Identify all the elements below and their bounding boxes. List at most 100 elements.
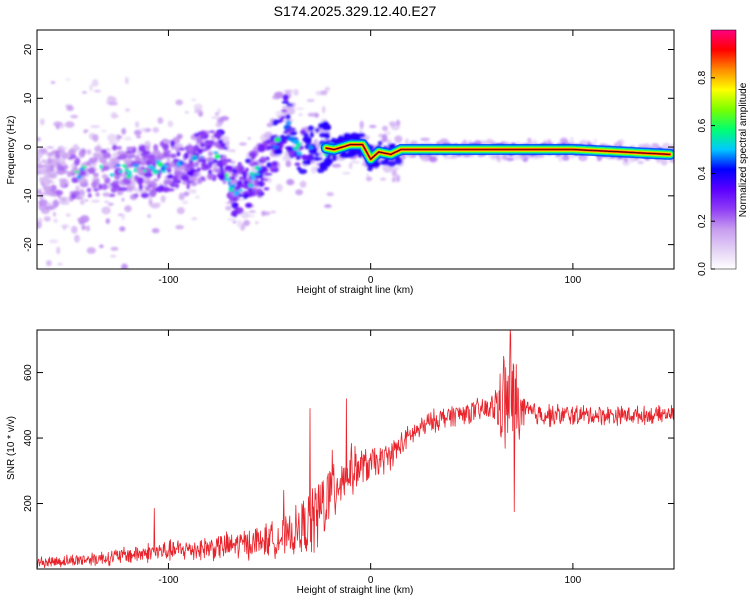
spectrogram-x-tick-label: 100 (565, 275, 582, 286)
spectrogram-hotspot (157, 162, 164, 167)
spectrogram-hotspot (77, 174, 82, 180)
spectrogram-body-blob (126, 150, 133, 154)
spectrogram-hotspot (296, 151, 302, 156)
spectrogram-halo-blob (84, 199, 89, 202)
spectrogram-y-tick-label: 10 (23, 92, 34, 104)
spectrogram-body-blob (281, 109, 288, 113)
spectrogram-body-blob (163, 149, 172, 154)
spectrogram-body-blob (56, 170, 66, 175)
spectrogram-body-blob (249, 190, 254, 195)
spectrogram-halo-blob (592, 138, 598, 145)
spectrogram-halo-blob (44, 205, 55, 211)
spectrogram-halo-blob (110, 112, 118, 119)
spectrogram-halo-blob (175, 99, 183, 106)
spectrogram-halo-blob (295, 189, 303, 196)
spectrogram-body-blob (174, 184, 180, 188)
spectrogram-halo-blob (299, 180, 307, 188)
spectrogram-halo-blob (78, 189, 86, 197)
spectrogram-body-blob (51, 151, 55, 155)
spectrogram-body-blob (245, 158, 252, 164)
spectrogram-body-blob (291, 127, 296, 131)
spectrogram-body-blob (49, 164, 55, 172)
spectrogram-halo-blob (183, 191, 190, 197)
spectrogram-body-blob (186, 182, 190, 190)
spectrogram-halo-blob (326, 192, 334, 197)
spectrogram-body-blob (87, 167, 96, 175)
spectrogram-halo-blob (331, 163, 342, 168)
spectrogram-body-blob (251, 187, 257, 192)
spectrogram-halo-blob (596, 157, 602, 162)
spectrogram-hotspot (225, 173, 229, 178)
spectrogram-halo-blob (121, 197, 125, 202)
colorbar-tick-label: 0.4 (697, 166, 708, 180)
spectrogram-body-blob (101, 174, 108, 179)
spectrogram-y-tick-label: 0 (23, 144, 34, 150)
spectrogram-halo-blob (505, 157, 515, 162)
spectrogram-body-blob (166, 188, 175, 192)
spectrogram-body-blob (232, 168, 238, 173)
spectrogram-halo-blob (661, 142, 671, 151)
spectrogram-halo-blob (324, 204, 332, 208)
spectrogram-halo-blob (227, 218, 237, 221)
spectrogram-hotspot (227, 181, 231, 186)
spectrogram-body-blob (169, 153, 177, 159)
spectrogram-halo-blob (121, 128, 127, 135)
spectrogram-halo-blob (99, 244, 104, 248)
spectrogram-halo-blob (37, 158, 40, 162)
spectrogram-body-blob (72, 190, 80, 195)
spectrogram-body-blob (257, 193, 262, 198)
spectrogram-body-blob (263, 172, 273, 176)
colorbar-tick-label: 0.2 (697, 214, 708, 228)
spectrogram-body-blob (80, 148, 87, 155)
spectrogram-body-blob (93, 172, 99, 178)
spectrogram-heatmap (37, 76, 674, 269)
spectrogram-body-blob (75, 196, 83, 200)
spectrogram-halo-blob (404, 138, 409, 146)
spectrogram-x-ticks: -100 0 100 (158, 30, 582, 286)
spectrogram-halo-blob (136, 135, 142, 139)
spectrogram-body-blob (178, 147, 186, 151)
spectrogram-body-blob (168, 173, 173, 179)
spectrogram-body-blob (219, 142, 226, 148)
spectrogram-halo-blob (75, 236, 79, 243)
spectrogram-halo-blob (92, 134, 99, 142)
spectrogram-body-blob (162, 143, 170, 151)
spectrogram-halo-blob (91, 199, 100, 203)
spectrogram-halo-blob (225, 205, 232, 211)
spectrogram-body-blob (314, 152, 320, 157)
spectrogram-halo-blob (46, 260, 52, 267)
spectrogram-body-blob (42, 176, 49, 184)
spectrogram-body-blob (320, 122, 328, 130)
spectrogram-body-blob (377, 141, 383, 146)
spectrogram-x-tick-label: 0 (368, 275, 374, 286)
spectrogram-body-blob (73, 159, 80, 166)
spectrogram-halo-blob (254, 221, 259, 225)
spectrogram-body-blob (112, 144, 118, 151)
spectrogram-halo-blob (236, 220, 243, 228)
spectrogram-halo-blob (74, 147, 82, 150)
spectrogram-body-blob (296, 166, 302, 171)
spectrogram-hotspot (308, 145, 314, 150)
spectrogram-halo-blob (117, 135, 123, 139)
spectrogram-hotspot (160, 167, 166, 171)
spectrogram-body-blob (215, 168, 221, 174)
spectrogram-body-blob (268, 141, 276, 146)
spectrogram-halo-blob (83, 129, 89, 132)
spectrogram-body-blob (37, 165, 47, 168)
spectrogram-halo-blob (60, 224, 70, 228)
spectrogram-hotspot (179, 160, 184, 166)
spectrogram-halo-blob (71, 225, 78, 234)
spectrogram-body-blob (114, 175, 121, 181)
spectrogram-halo-blob (660, 158, 668, 166)
spectrogram-y-label: Frequency (Hz) (6, 116, 17, 185)
spectrogram-body-blob (176, 151, 181, 157)
spectrogram-halo-blob (167, 120, 174, 128)
spectrogram-body-blob (196, 167, 201, 173)
spectrogram-halo-blob (384, 131, 391, 136)
spectrogram-body-blob (51, 193, 58, 197)
spectrogram-halo-blob (395, 119, 401, 126)
spectrogram-hotspot (200, 155, 204, 159)
spectrogram-body-blob (298, 168, 308, 175)
spectrogram-body-blob (138, 145, 147, 153)
